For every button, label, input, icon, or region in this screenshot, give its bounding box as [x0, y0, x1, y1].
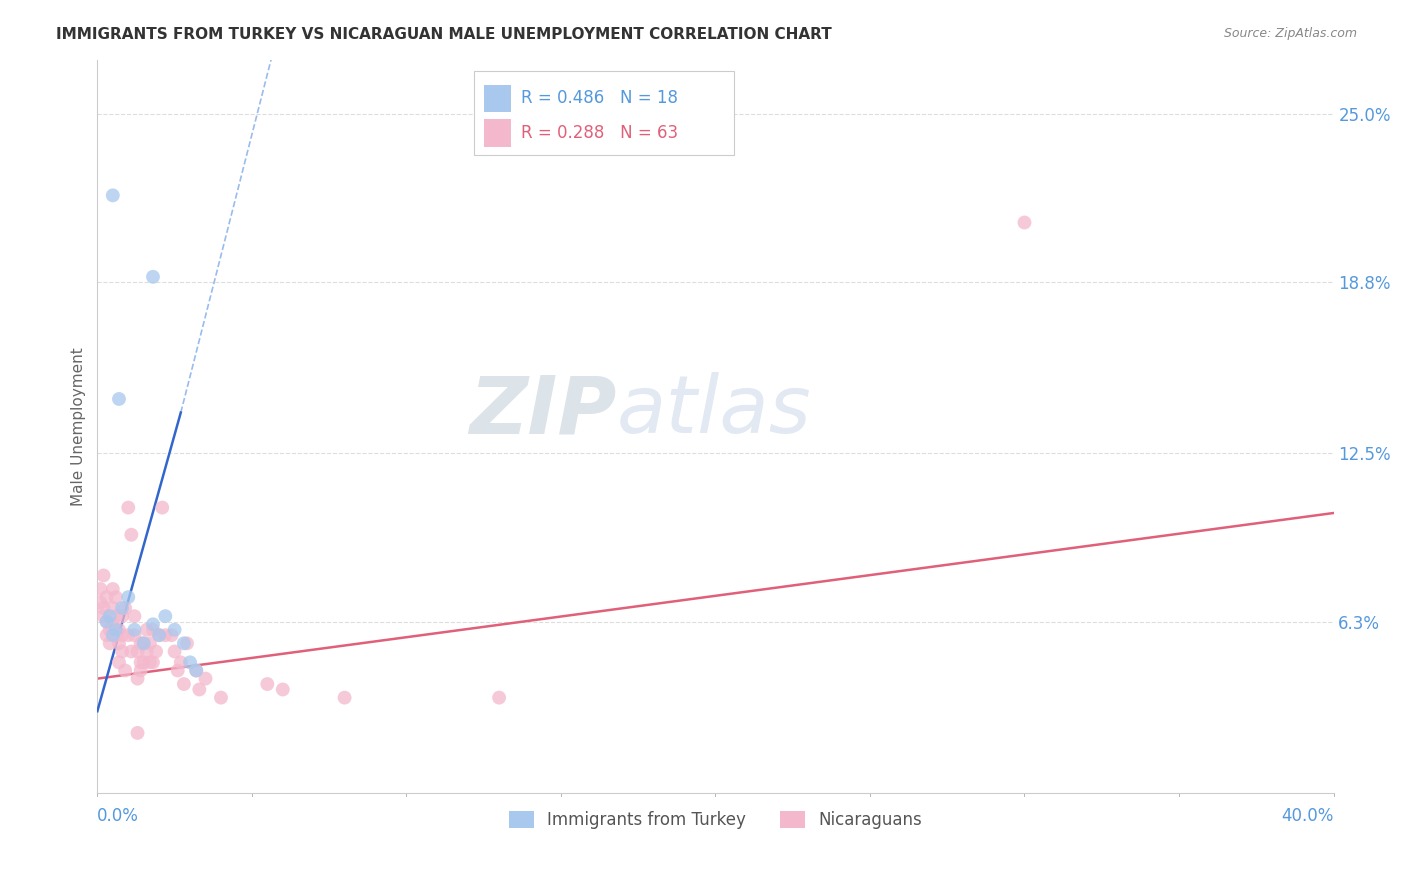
- Point: [135, 623, 157, 637]
- Point: [104, 628, 127, 642]
- Point: [104, 609, 127, 624]
- Point: [108, 656, 131, 670]
- Point: [209, 690, 232, 705]
- Point: [124, 609, 146, 624]
- Point: [173, 636, 195, 650]
- Text: atlas: atlas: [617, 373, 811, 450]
- Point: [114, 664, 136, 678]
- Point: [135, 644, 157, 658]
- Point: [104, 623, 127, 637]
- Point: [117, 628, 139, 642]
- Text: ZIP: ZIP: [470, 373, 617, 450]
- Point: [111, 609, 134, 624]
- Point: [108, 636, 131, 650]
- Point: [176, 636, 198, 650]
- Point: [111, 644, 134, 658]
- Point: [101, 617, 124, 632]
- Point: [145, 644, 167, 658]
- Point: [1014, 215, 1036, 229]
- Point: [108, 623, 131, 637]
- Point: [98, 609, 121, 624]
- Point: [142, 617, 165, 632]
- FancyBboxPatch shape: [474, 70, 734, 155]
- Point: [124, 628, 146, 642]
- Point: [142, 656, 165, 670]
- Point: [186, 664, 208, 678]
- Point: [150, 500, 173, 515]
- Point: [142, 623, 165, 637]
- Point: [101, 188, 124, 202]
- FancyBboxPatch shape: [484, 119, 512, 147]
- Point: [142, 269, 165, 284]
- Text: Source: ZipAtlas.com: Source: ZipAtlas.com: [1223, 27, 1357, 40]
- Point: [132, 636, 155, 650]
- Point: [170, 656, 193, 670]
- Point: [129, 636, 152, 650]
- Point: [163, 644, 186, 658]
- Point: [124, 623, 146, 637]
- Point: [163, 623, 186, 637]
- Point: [333, 690, 356, 705]
- Point: [155, 628, 177, 642]
- Point: [98, 636, 121, 650]
- Point: [173, 677, 195, 691]
- Legend: Immigrants from Turkey, Nicaraguans: Immigrants from Turkey, Nicaraguans: [502, 804, 928, 836]
- Point: [93, 601, 115, 615]
- Point: [139, 636, 162, 650]
- Point: [93, 609, 115, 624]
- Point: [96, 615, 118, 629]
- Point: [114, 601, 136, 615]
- Point: [488, 690, 510, 705]
- Point: [96, 628, 118, 642]
- Point: [179, 656, 201, 670]
- Point: [104, 590, 127, 604]
- Point: [148, 628, 170, 642]
- FancyBboxPatch shape: [484, 85, 512, 112]
- Point: [127, 644, 149, 658]
- Point: [93, 568, 115, 582]
- Point: [111, 628, 134, 642]
- Point: [111, 601, 134, 615]
- Point: [129, 656, 152, 670]
- Point: [101, 582, 124, 596]
- Point: [186, 664, 208, 678]
- Point: [127, 672, 149, 686]
- Point: [98, 623, 121, 637]
- Point: [96, 590, 118, 604]
- Point: [117, 500, 139, 515]
- Point: [155, 609, 177, 624]
- Point: [108, 392, 131, 406]
- Point: [127, 726, 149, 740]
- Point: [89, 596, 111, 610]
- Text: 40.0%: 40.0%: [1281, 807, 1333, 825]
- Text: IMMIGRANTS FROM TURKEY VS NICARAGUAN MALE UNEMPLOYMENT CORRELATION CHART: IMMIGRANTS FROM TURKEY VS NICARAGUAN MAL…: [56, 27, 832, 42]
- Y-axis label: Male Unemployment: Male Unemployment: [72, 347, 86, 506]
- Text: R = 0.288   N = 63: R = 0.288 N = 63: [522, 124, 679, 142]
- Point: [139, 656, 162, 670]
- Point: [120, 644, 142, 658]
- Text: R = 0.486   N = 18: R = 0.486 N = 18: [522, 89, 678, 107]
- Point: [166, 664, 188, 678]
- Point: [160, 628, 183, 642]
- Point: [101, 601, 124, 615]
- Point: [117, 590, 139, 604]
- Point: [120, 527, 142, 541]
- Point: [132, 636, 155, 650]
- Point: [256, 677, 278, 691]
- Point: [271, 682, 294, 697]
- Point: [101, 628, 124, 642]
- Text: 0.0%: 0.0%: [97, 807, 139, 825]
- Point: [129, 664, 152, 678]
- Point: [89, 582, 111, 596]
- Point: [148, 628, 170, 642]
- Point: [188, 682, 211, 697]
- Point: [132, 656, 155, 670]
- Point: [194, 672, 217, 686]
- Point: [96, 615, 118, 629]
